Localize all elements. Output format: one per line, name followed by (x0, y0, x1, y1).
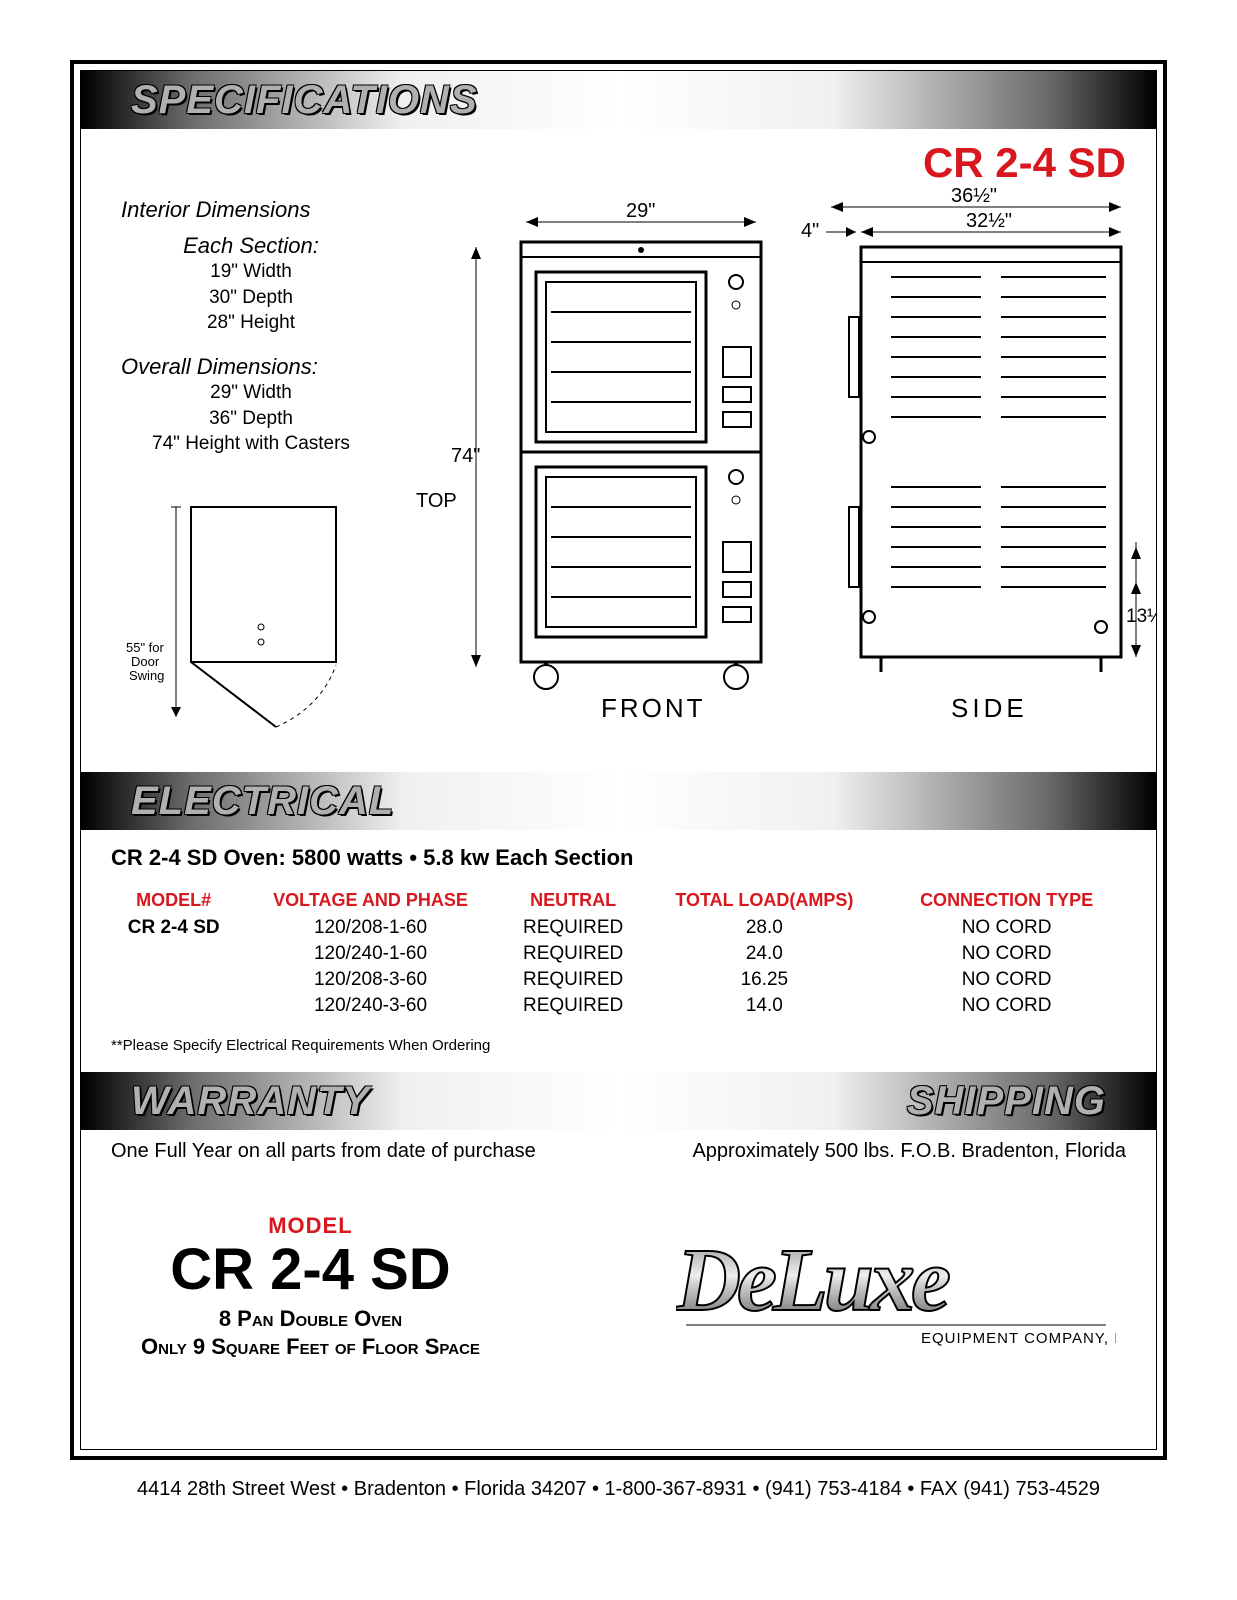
door-swing-label: 55" for Door Swing (126, 640, 167, 683)
interior-line: 28" Height (121, 310, 381, 336)
outer-frame: SPECIFICATIONS CR 2-4 SD Interior Dimens… (70, 60, 1167, 1460)
warranty-shipping-row: One Full Year on all parts from date of … (81, 1130, 1156, 1163)
depth-4: 4" (801, 220, 819, 242)
logo-svg: DeLuxe EQUIPMENT COMPANY, INC. (676, 1225, 1116, 1355)
width-29: 29" (626, 200, 655, 222)
height-74: 74" (451, 445, 480, 467)
specs-body: Interior Dimensions Each Section: 19" Wi… (81, 187, 1156, 772)
front-side-diagrams: TOP 74" 29" (401, 187, 1157, 747)
top-view-diagram: 55" for Door Swing (121, 487, 381, 747)
model-desc-1: 8 Pan Double Oven (141, 1305, 480, 1333)
col-connection: CONNECTION TYPE (887, 889, 1126, 915)
specifications-bar: SPECIFICATIONS (81, 71, 1156, 129)
model-label: MODEL (141, 1213, 480, 1239)
table-row: 120/208-3-60 REQUIRED 16.25 NO CORD (111, 967, 1126, 993)
electrical-section: CR 2-4 SD Oven: 5800 watts • 5.8 kw Each… (81, 830, 1156, 1072)
inner-frame: SPECIFICATIONS CR 2-4 SD Interior Dimens… (80, 70, 1157, 1450)
table-row: CR 2-4 SD 120/208-1-60 REQUIRED 28.0 NO … (111, 915, 1126, 941)
spec-sheet-page: SPECIFICATIONS CR 2-4 SD Interior Dimens… (0, 0, 1237, 1600)
table-row: 120/240-1-60 REQUIRED 24.0 NO CORD (111, 941, 1126, 967)
overall-line: 74" Height with Casters (121, 431, 381, 457)
diagram-area: TOP 74" 29" (401, 187, 1157, 752)
overall-line: 36" Depth (121, 406, 381, 432)
interior-title: Interior Dimensions (121, 197, 381, 223)
model-desc-2: Only 9 Square Feet of Floor Space (141, 1333, 480, 1361)
side-view: 36½" 32½" 4" (801, 187, 1157, 723)
specifications-title: SPECIFICATIONS (131, 78, 478, 123)
interior-line: 19" Width (121, 259, 381, 285)
front-view: 29" (521, 200, 761, 723)
front-label: FRONT (601, 693, 706, 723)
electrical-title: ELECTRICAL (131, 779, 394, 824)
model-header: CR 2-4 SD (81, 129, 1156, 187)
overall-title: Overall Dimensions: (121, 354, 381, 380)
interior-subtitle: Each Section: (121, 233, 381, 259)
electrical-bar: ELECTRICAL (81, 772, 1156, 830)
width-36-5: 36½" (951, 187, 997, 207)
col-neutral: NEUTRAL (505, 889, 642, 915)
warranty-text: One Full Year on all parts from date of … (111, 1140, 536, 1163)
footer-contact: 4414 28th Street West • Bradenton • Flor… (70, 1478, 1167, 1501)
side-label: SIDE (951, 693, 1028, 723)
table-header-row: MODEL# VOLTAGE AND PHASE NEUTRAL TOTAL L… (111, 889, 1126, 915)
warranty-shipping-bar: WARRANTY SHIPPING (81, 1072, 1156, 1130)
shipping-title: SHIPPING (907, 1079, 1106, 1124)
interior-line: 30" Depth (121, 285, 381, 311)
electrical-table: MODEL# VOLTAGE AND PHASE NEUTRAL TOTAL L… (111, 889, 1126, 1019)
shipping-text: Approximately 500 lbs. F.O.B. Bradenton,… (692, 1140, 1126, 1163)
warranty-title: WARRANTY (131, 1079, 370, 1124)
electrical-note: **Please Specify Electrical Requirements… (111, 1037, 1126, 1054)
model-name: CR 2-4 SD (141, 1241, 480, 1299)
col-load: TOTAL LOAD(AMPS) (642, 889, 888, 915)
overall-line: 29" Width (121, 380, 381, 406)
table-row: 120/240-3-60 REQUIRED 14.0 NO CORD (111, 993, 1126, 1019)
top-label: TOP (416, 490, 457, 512)
bottom-block: MODEL CR 2-4 SD 8 Pan Double Oven Only 9… (81, 1163, 1156, 1390)
svg-text:DeLuxe: DeLuxe (676, 1231, 949, 1330)
col-model: MODEL# (111, 889, 236, 915)
height-13-5: 13½" (1126, 606, 1157, 627)
deluxe-logo: DeLuxe EQUIPMENT COMPANY, INC. (676, 1225, 1116, 1360)
logo-sub: EQUIPMENT COMPANY, INC. (921, 1330, 1116, 1347)
width-32-5: 32½" (966, 210, 1012, 232)
electrical-subtitle: CR 2-4 SD Oven: 5800 watts • 5.8 kw Each… (111, 845, 1126, 871)
model-block: MODEL CR 2-4 SD 8 Pan Double Oven Only 9… (141, 1213, 480, 1360)
col-voltage: VOLTAGE AND PHASE (236, 889, 504, 915)
dimensions-column: Interior Dimensions Each Section: 19" Wi… (121, 187, 381, 752)
